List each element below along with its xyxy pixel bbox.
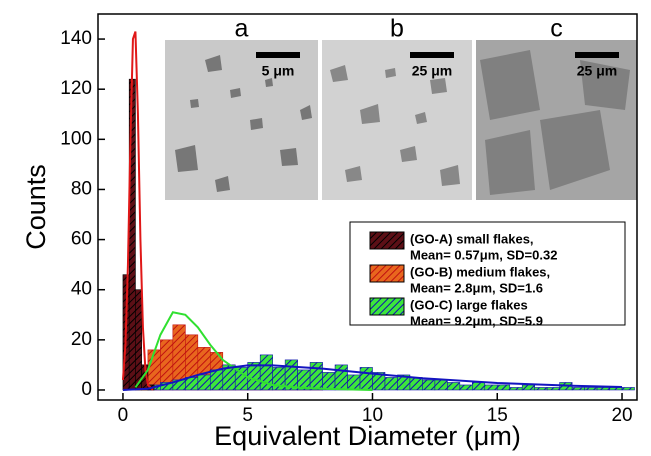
bar [422, 379, 436, 391]
legend-label: (GO-B) medium flakes, [410, 264, 550, 279]
legend-stats: Mean= 0.57μm, SD=0.32 [410, 247, 557, 262]
bar [197, 374, 211, 391]
bar [472, 382, 486, 391]
inset-label: a [235, 15, 249, 43]
bar [209, 369, 224, 391]
bar [534, 387, 548, 391]
legend-swatch [369, 231, 405, 250]
y-tick-label: 60 [71, 229, 92, 250]
bar [409, 377, 423, 391]
flakes [330, 65, 460, 186]
legend-stats: Mean= 2.8μm, SD=1.6 [410, 280, 543, 295]
bar [334, 364, 348, 391]
bar [322, 372, 336, 391]
bar [484, 384, 498, 391]
scale-bar [575, 52, 619, 58]
y-axis-label: Counts [21, 164, 51, 250]
fit-curve [134, 311, 373, 391]
scale-bar [256, 52, 300, 58]
bar [546, 387, 560, 391]
x-tick-label: 5 [242, 405, 253, 426]
flakes [175, 55, 312, 192]
inset-label: c [550, 15, 563, 43]
legend-stats: Mean= 9.2μm, SD=5.9 [410, 313, 543, 328]
x-tick-label: 10 [362, 405, 383, 426]
plot-frame [97, 13, 638, 401]
x-tick-label: 20 [611, 405, 632, 426]
fit-curve [122, 364, 623, 391]
y-tick-label: 20 [71, 329, 92, 350]
legend-label: (GO-A) small flakes, [410, 231, 534, 246]
insets [165, 40, 637, 200]
inset-image [165, 40, 318, 200]
bar [571, 387, 585, 391]
legend-swatch [369, 264, 405, 283]
bar [596, 387, 610, 391]
y-tick-label: 140 [60, 28, 92, 49]
bar [384, 377, 398, 391]
bar [509, 387, 523, 391]
bar [185, 377, 199, 391]
x-tick-label: 15 [487, 405, 508, 426]
y-tick-label: 100 [60, 128, 92, 149]
legend-label: (GO-C) large flakes [410, 297, 528, 312]
x-axis-label: Equivalent Diameter (μm) [214, 421, 521, 451]
bar [521, 384, 535, 391]
bar [584, 387, 598, 391]
bar [147, 349, 161, 391]
scale-label: 5 μm [262, 63, 295, 79]
bar [459, 384, 473, 391]
y-tick-label: 120 [60, 78, 92, 99]
y-tick-label: 0 [81, 379, 92, 400]
bar [434, 379, 448, 391]
bar [247, 362, 261, 391]
scale-bar [410, 52, 454, 58]
bar [309, 362, 323, 391]
bar [447, 382, 461, 391]
inset-label: b [390, 15, 404, 43]
y-tick-label: 80 [71, 178, 92, 199]
bar [135, 289, 142, 391]
bar [496, 384, 511, 391]
y-tick-label: 40 [71, 279, 92, 300]
flakes [480, 50, 630, 195]
x-tick-label: 0 [118, 405, 129, 426]
bar [621, 387, 635, 391]
scale-label: 25 μm [412, 63, 452, 79]
bar [359, 367, 373, 391]
legend-swatch [369, 297, 405, 316]
bar [347, 374, 361, 391]
scale-label: 25 μm [577, 63, 617, 79]
